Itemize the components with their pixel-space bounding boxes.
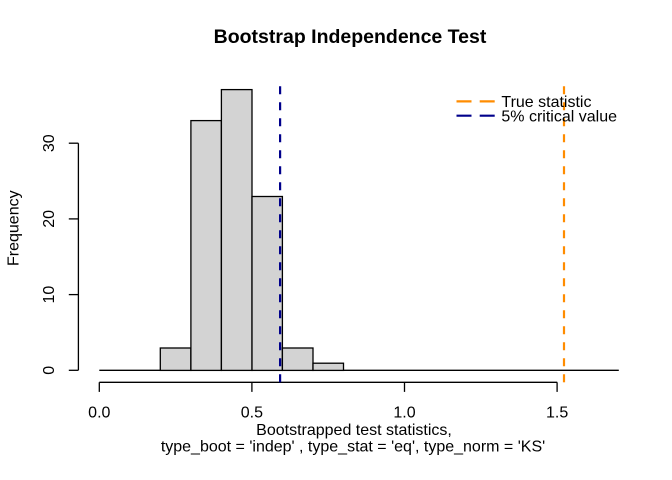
svg-text:5% critical value: 5% critical value <box>501 109 617 126</box>
svg-text:10: 10 <box>41 286 58 304</box>
svg-text:Bootstrapped test statistics,: Bootstrapped test statistics, <box>256 422 452 439</box>
svg-text:True statistic: True statistic <box>501 94 591 111</box>
svg-text:type_boot = 'indep' , type_sta: type_boot = 'indep' , type_stat = 'eq', … <box>161 439 545 456</box>
svg-text:0.5: 0.5 <box>241 405 263 422</box>
svg-text:20: 20 <box>41 210 58 228</box>
svg-text:Bootstrap Independence Test: Bootstrap Independence Test <box>214 26 487 48</box>
svg-text:1.5: 1.5 <box>546 405 568 422</box>
svg-text:0: 0 <box>41 366 58 375</box>
svg-text:Frequency: Frequency <box>6 190 23 266</box>
svg-text:0.0: 0.0 <box>88 405 110 422</box>
svg-text:30: 30 <box>41 134 58 152</box>
svg-text:1.0: 1.0 <box>393 405 415 422</box>
